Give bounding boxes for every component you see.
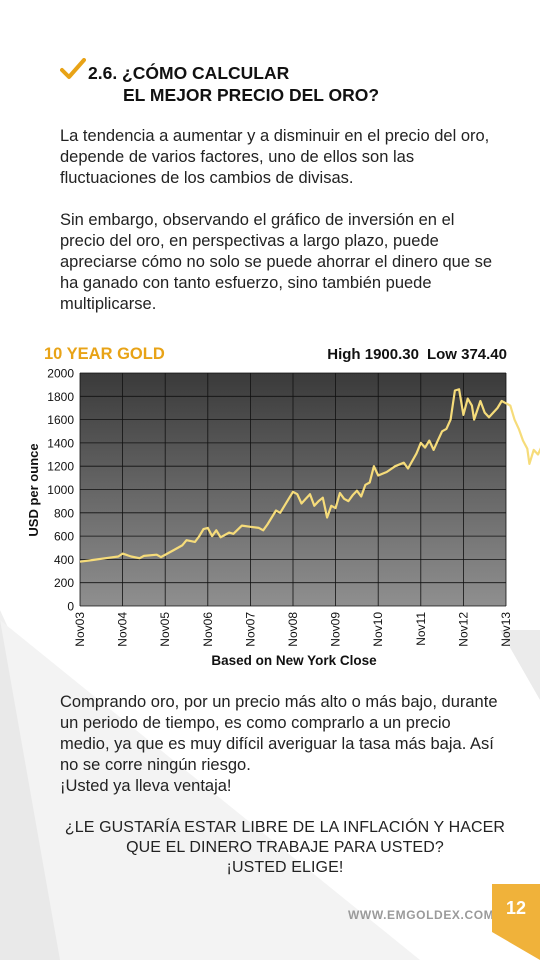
call-to-action: ¿LE GUSTARÍA ESTAR LIBRE DE LA INFLACIÓN…: [64, 819, 506, 876]
chart-y-tick-label: 2000: [47, 367, 74, 381]
chart-x-tick-label: Nov10: [371, 612, 385, 647]
chart-x-tick-label: Nov12: [456, 612, 470, 647]
chart-series-line: [79, 388, 540, 563]
chart-y-tick-label: 1000: [47, 483, 74, 497]
chart-y-tick-label: 1800: [47, 390, 74, 404]
chart-x-tick-label: Nov13: [499, 612, 513, 647]
chart-y-ticks: 0 200 400 600 800 1000 1200 1400 1600 1800 2000: [47, 367, 74, 614]
chart-title: 10 YEAR GOLD: [44, 345, 165, 363]
chart-y-tick-label: 400: [54, 553, 74, 567]
chart-high-low: High 1900.30 Low 374.40: [327, 346, 507, 363]
chart-x-tick-label: Nov09: [329, 612, 343, 647]
chart-x-tick-label: Nov05: [158, 612, 172, 647]
chart-x-tick-label: Nov04: [116, 612, 130, 647]
chart-x-tick-label: Nov07: [243, 612, 257, 647]
chart-y-label: USD per ounce: [26, 443, 41, 536]
chart-y-tick-label: 600: [54, 530, 74, 544]
chart-x-tick-label: Nov06: [201, 612, 215, 647]
chart-high-label: High 1900.30: [327, 346, 419, 363]
chart-x-tick-label: Nov11: [414, 612, 428, 646]
chart-y-tick-label: 1600: [47, 413, 74, 427]
chart-x-label: Based on New York Close: [211, 653, 377, 668]
chart-x-tick-label: Nov08: [286, 612, 300, 647]
chart-y-tick-label: 1400: [47, 436, 74, 450]
chart-low-label: Low 374.40: [426, 346, 507, 363]
page-tab-corner: [492, 932, 540, 960]
heading-line-2: EL MEJOR PRECIO DEL ORO?: [123, 85, 380, 105]
paragraph-average-price: Comprando oro, por un precio más alto o …: [60, 693, 498, 795]
paragraph-currency-fluctuation: La tendencia a aumentar y a disminuir en…: [60, 127, 490, 187]
footer-url[interactable]: WWW.EMGOLDEX.COM: [348, 908, 495, 922]
chart-grid: [79, 372, 507, 607]
checkmark-icon: [60, 58, 86, 79]
chart-y-tick-label: 800: [54, 506, 74, 520]
chart-x-tick-label: Nov03: [73, 612, 87, 647]
chart-y-tick-label: 0: [67, 600, 74, 614]
paragraph-long-term-view: Sin embargo, observando el gráfico de in…: [60, 211, 493, 313]
chart-x-ticks: Nov03 Nov04 Nov05 Nov06 Nov07 Nov08 Nov09 Nov10…: [73, 612, 513, 647]
gold-price-chart: 0 200 400 600 800 1000 1200 1400 1600 1800 2000 No…: [26, 367, 540, 668]
chart-y-tick-label: 200: [54, 576, 74, 590]
heading-line-1: 2.6. ¿CÓMO CALCULAR: [88, 63, 290, 83]
chart-y-tick-label: 1200: [47, 460, 74, 474]
page-number-badge: 12: [492, 884, 540, 932]
